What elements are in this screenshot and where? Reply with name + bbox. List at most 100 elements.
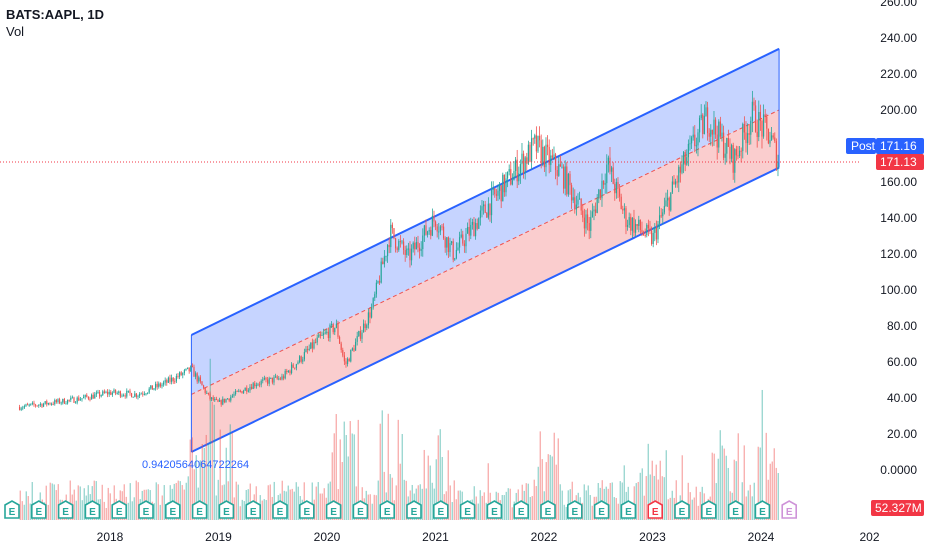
earnings-marker[interactable]: E xyxy=(299,500,315,519)
volume-bar xyxy=(345,435,347,520)
earnings-marker[interactable]: E xyxy=(57,500,74,519)
earnings-marker[interactable]: E xyxy=(84,500,101,519)
volume-bar xyxy=(659,460,661,520)
candle-body xyxy=(594,209,597,213)
earnings-marker[interactable]: E xyxy=(191,500,208,519)
candle-body xyxy=(617,182,619,189)
candle-body xyxy=(116,392,118,394)
earnings-marker[interactable]: E xyxy=(567,500,583,519)
earnings-marker[interactable]: E xyxy=(111,500,127,519)
candle-body xyxy=(180,372,182,376)
candle-body xyxy=(110,391,112,395)
candle-body xyxy=(135,393,137,397)
earnings-marker[interactable]: E xyxy=(325,500,342,519)
earnings-marker[interactable]: E xyxy=(165,500,181,519)
earnings-marker[interactable]: E xyxy=(593,500,610,519)
candle-body xyxy=(647,224,649,229)
volume-bar xyxy=(199,460,201,520)
regression-channel[interactable] xyxy=(190,47,780,453)
candle-body xyxy=(634,224,637,233)
price-axis[interactable]: 260.00240.00220.00200.00180.00160.00140.… xyxy=(880,0,917,477)
volume-bar xyxy=(667,499,669,520)
volume-bar xyxy=(457,490,459,520)
candle-body xyxy=(750,120,752,135)
candle-body xyxy=(255,385,257,387)
volume-bar xyxy=(759,447,761,520)
candle-body xyxy=(130,393,133,398)
time-axis[interactable]: 2018 2019 2020 2021 2022 2023 2024 202 xyxy=(97,530,880,544)
earnings-marker[interactable]: E xyxy=(433,500,449,519)
earnings-marker[interactable]: E xyxy=(459,500,476,519)
earnings-marker[interactable]: E xyxy=(540,500,556,519)
candle-body xyxy=(194,373,197,377)
candle-body xyxy=(402,241,405,251)
candle-body xyxy=(281,376,283,380)
volume-bar xyxy=(203,447,205,520)
candle-body xyxy=(414,242,416,250)
candle-body xyxy=(369,312,371,318)
candle-body xyxy=(574,197,576,210)
candle-body xyxy=(663,206,665,213)
candle-body xyxy=(732,145,734,173)
earnings-marker[interactable]: E xyxy=(727,500,744,519)
candle-body xyxy=(66,399,69,404)
volume-bar xyxy=(21,501,23,520)
volume-bar xyxy=(769,463,771,520)
candle-body xyxy=(649,228,651,231)
earnings-marker[interactable]: E xyxy=(31,500,47,519)
candle-body xyxy=(196,373,198,382)
candle-body xyxy=(399,241,401,243)
earnings-marker[interactable]: E xyxy=(647,500,663,519)
candle-body xyxy=(753,101,755,106)
earnings-marker[interactable]: E xyxy=(781,500,797,519)
candle-body xyxy=(252,383,254,390)
candle-body xyxy=(89,398,91,400)
earnings-marker[interactable]: E xyxy=(245,500,261,519)
earnings-marker[interactable]: E xyxy=(379,500,395,519)
earnings-marker-shape xyxy=(84,500,101,519)
candle-body xyxy=(330,324,333,326)
candle-body xyxy=(636,224,638,226)
candle-body xyxy=(20,408,22,410)
earnings-marker[interactable]: E xyxy=(138,500,154,519)
volume-bar xyxy=(563,504,565,520)
symbol-title[interactable]: BATS:AAPL, 1D xyxy=(6,7,104,22)
earnings-marker[interactable]: E xyxy=(352,500,369,519)
earnings-marker[interactable]: E xyxy=(513,500,529,519)
volume-bar xyxy=(699,491,701,520)
volume-bar xyxy=(483,492,485,520)
earnings-marker[interactable]: E xyxy=(620,500,637,519)
candle-body xyxy=(41,403,43,407)
candle-body xyxy=(183,370,185,373)
earnings-marker[interactable]: E xyxy=(4,500,20,519)
volume-bar xyxy=(335,414,337,520)
candle-body xyxy=(324,332,326,334)
volume-bar xyxy=(583,484,585,520)
volume-bar xyxy=(263,499,265,520)
earnings-marker[interactable]: E xyxy=(486,500,503,519)
volume-indicator-label[interactable]: Vol xyxy=(6,24,25,39)
volume-bar xyxy=(439,429,441,520)
earnings-marker-shape xyxy=(486,500,503,519)
earnings-marker[interactable]: E xyxy=(754,500,771,519)
earnings-marker[interactable]: E xyxy=(406,500,422,519)
earnings-marker[interactable]: E xyxy=(701,500,717,519)
candle-body xyxy=(644,234,646,236)
candle-body xyxy=(447,237,449,253)
volume-bar xyxy=(613,497,615,520)
candle-body xyxy=(223,398,225,403)
volume-bar xyxy=(177,480,179,520)
volume-bar xyxy=(711,452,713,520)
candle-body xyxy=(516,159,518,182)
post-price-text: 171.16 xyxy=(880,139,917,153)
candle-body xyxy=(150,385,152,389)
earnings-marker[interactable]: E xyxy=(674,500,690,519)
candle-body xyxy=(561,166,563,168)
earnings-marker[interactable]: E xyxy=(272,500,288,519)
earnings-marker-letter: E xyxy=(303,507,310,518)
earnings-marker[interactable]: E xyxy=(218,500,235,519)
candle-body xyxy=(220,400,222,405)
candle-body xyxy=(71,397,73,399)
